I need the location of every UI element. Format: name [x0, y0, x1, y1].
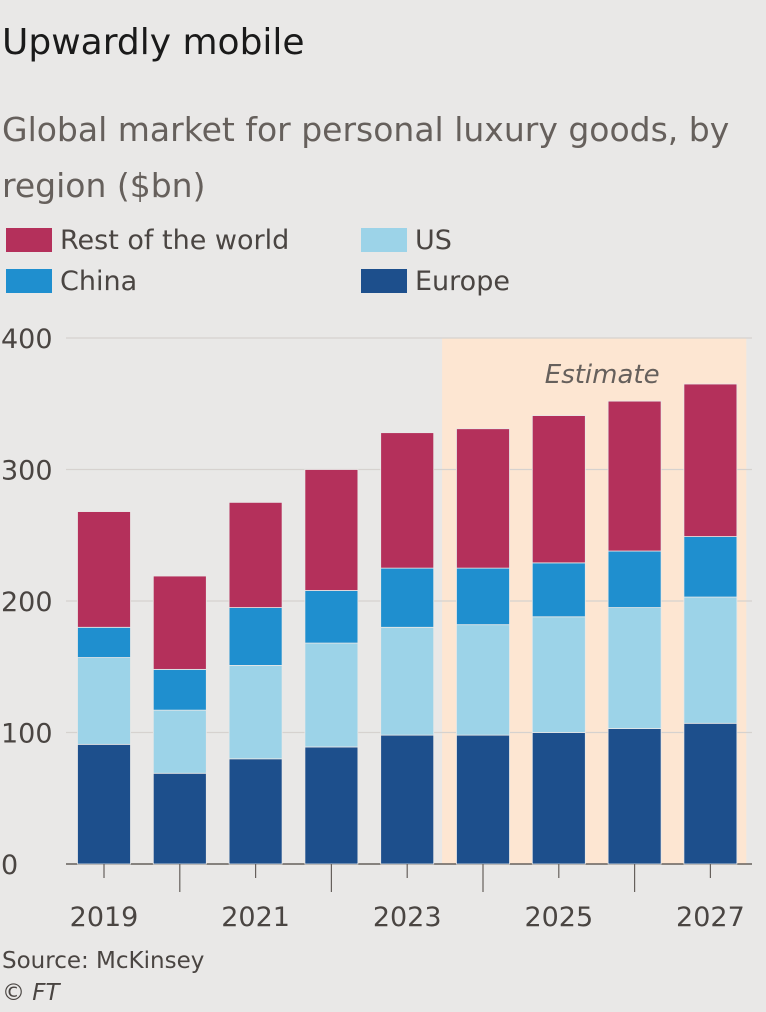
y-tick-label-0: 0: [1, 850, 18, 881]
legend-swatch-china: [6, 269, 52, 293]
bar-2021-rest-of-the-world: [228, 501, 283, 608]
x-tick-label-2027: 2027: [676, 902, 745, 933]
bar-2020-rest-of-the-world: [152, 575, 207, 670]
bar-2019-europe: [77, 743, 131, 865]
bar-2023-china: [380, 567, 435, 628]
copyright-note: © FT: [2, 980, 60, 1006]
bar-2026-europe: [607, 728, 662, 865]
x-tick-label-2023: 2023: [373, 902, 442, 933]
bar-2022-us: [304, 642, 359, 748]
legend-label-rest-of-world: Rest of the world: [60, 224, 290, 256]
bar-2025-europe: [531, 732, 586, 865]
bar-2027-china: [683, 536, 738, 598]
bar-2020-europe: [152, 772, 207, 865]
bar-2022-europe: [304, 746, 359, 865]
y-tick-label-300: 300: [1, 456, 53, 487]
bar-2026-china: [607, 550, 662, 608]
bar-layer: [77, 383, 738, 865]
axis-layer: 2019 2021 2023 2025 2027: [70, 864, 745, 933]
legend-item-rest-of-world: Rest of the world: [6, 224, 290, 256]
chart-title: Upwardly mobile: [2, 22, 305, 63]
chart-subtitle: Global market for personal luxury goods,…: [2, 110, 730, 205]
x-tick-label-2019: 2019: [70, 902, 139, 933]
y-tick-label-400: 400: [1, 324, 53, 355]
bar-2025-us: [531, 616, 586, 733]
bar-2021-china: [228, 607, 283, 666]
bar-2022-china: [304, 590, 359, 644]
bar-2024-europe: [456, 734, 510, 865]
bar-2027-us: [683, 596, 738, 724]
y-tick-label-200: 200: [1, 587, 53, 618]
legend-item-us: US: [361, 224, 452, 256]
bar-2026-rest-of-the-world: [607, 400, 662, 552]
bar-2024-china: [456, 567, 510, 626]
legend-swatch-europe: [361, 269, 407, 293]
bar-2019-us: [77, 657, 131, 745]
legend-label-china: China: [60, 265, 138, 297]
bar-2023-us: [380, 626, 435, 736]
legend-swatch-us: [361, 228, 407, 252]
bar-2024-us: [456, 624, 510, 736]
legend-label-europe: Europe: [415, 265, 510, 297]
bar-2021-europe: [228, 758, 283, 865]
legend-item-europe: Europe: [361, 265, 510, 297]
legend-label-us: US: [415, 224, 452, 256]
bar-2025-china: [531, 562, 586, 618]
legend-swatch-rest-of-world: [6, 228, 52, 252]
x-tick-label-2021: 2021: [221, 902, 290, 933]
bar-2020-china: [152, 668, 207, 711]
bar-2023-rest-of-the-world: [380, 432, 435, 569]
bar-2019-rest-of-the-world: [77, 511, 131, 628]
bar-2026-us: [607, 607, 662, 729]
bar-2025-rest-of-the-world: [531, 415, 586, 564]
bar-2020-us: [152, 709, 207, 774]
bar-2027-europe: [683, 722, 738, 865]
source-note: Source: McKinsey: [2, 948, 205, 974]
estimate-label: Estimate: [545, 360, 660, 390]
bar-2022-rest-of-the-world: [304, 469, 359, 591]
legend-item-china: China: [6, 265, 138, 297]
bar-2027-rest-of-the-world: [683, 383, 738, 537]
bar-2019-china: [77, 626, 131, 658]
bar-2021-us: [228, 665, 283, 760]
bar-2023-europe: [380, 734, 435, 865]
y-tick-label-100: 100: [1, 719, 53, 750]
x-tick-label-2025: 2025: [524, 902, 593, 933]
bar-2024-rest-of-the-world: [456, 428, 510, 569]
